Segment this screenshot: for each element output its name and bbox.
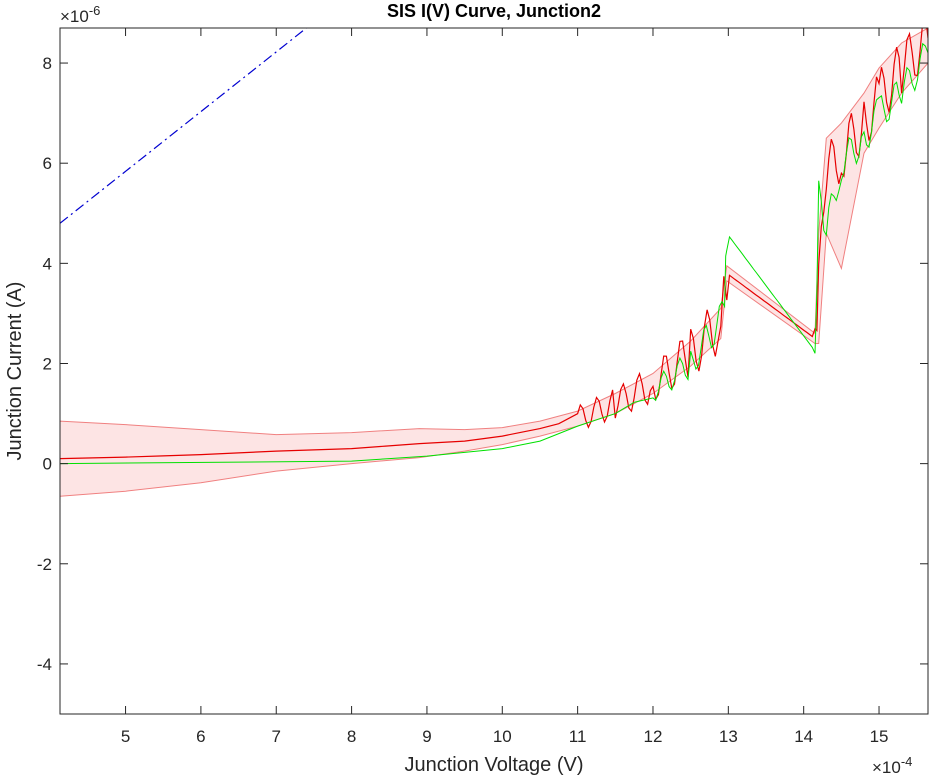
y-tick-label: -4 [37,655,52,674]
x-tick-label: 10 [493,727,512,746]
y-tick-label: 0 [43,455,52,474]
plot-area [59,27,929,715]
y-axis: -4 -2 0 2 4 6 8 [37,54,928,674]
mean-current-line [60,28,928,460]
x-tick-label: 8 [347,727,356,746]
x-tick-label: 12 [644,727,663,746]
model-current-line [60,42,928,465]
y-axis-label: Junction Current (A) [4,282,26,461]
y-tick-label: -2 [37,555,52,574]
x-axis-multiplier: ×10-4 [872,754,912,777]
plot-frame [60,28,928,714]
x-tick-label: 13 [719,727,738,746]
x-tick-label: 11 [569,727,587,746]
x-tick-label: 7 [272,727,281,746]
x-tick-label: 15 [870,727,889,746]
y-tick-label: 4 [43,254,52,273]
axes-box [59,27,929,715]
y-tick-label: 2 [43,354,52,373]
chart-title: SIS I(V) Curve, Junction2 [387,1,601,21]
x-tick-label: 5 [121,727,130,746]
series-layer [60,28,928,497]
x-axis-label: Junction Voltage (V) [405,754,584,776]
x-tick-label: 14 [794,727,813,746]
confidence-band [60,28,928,497]
x-axis: 5 6 7 8 9 10 11 12 13 14 15 [121,28,889,746]
y-tick-label: 8 [43,54,52,73]
x-tick-label: 6 [196,727,205,746]
x-tick-label: 9 [422,727,431,746]
linear-reference-line [60,28,307,224]
y-axis-multiplier: ×10-6 [60,3,100,26]
y-tick-label: 6 [43,154,52,173]
